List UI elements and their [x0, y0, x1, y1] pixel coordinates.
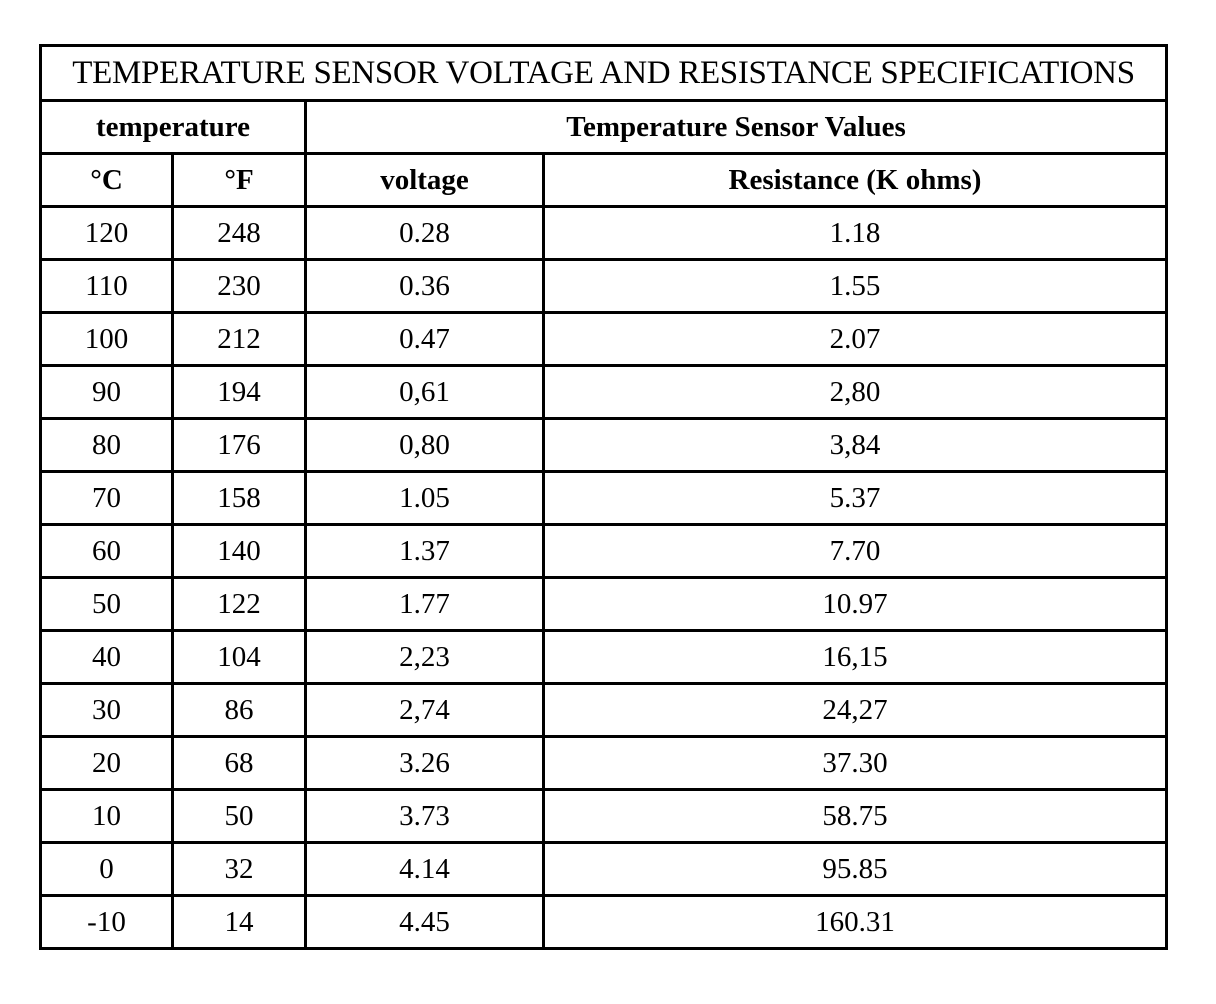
fahrenheit-cell: 104	[171, 629, 307, 685]
fahrenheit-cell: 212	[171, 311, 307, 367]
resistance-cell: 7.70	[541, 523, 1169, 579]
sensor-values-group-header: Temperature Sensor Values	[303, 99, 1169, 155]
resistance-cell: 95.85	[541, 841, 1169, 897]
group-header-row: temperature Temperature Sensor Values	[39, 99, 1169, 155]
celsius-cell: 90	[39, 364, 174, 420]
voltage-cell: 3.73	[304, 788, 545, 844]
fahrenheit-cell: 14	[171, 894, 307, 950]
celsius-cell: 30	[39, 682, 174, 738]
fahrenheit-cell: 86	[171, 682, 307, 738]
resistance-cell: 5.37	[541, 470, 1169, 526]
table-row: 90 194 0,61 2,80	[39, 364, 1169, 420]
celsius-cell: 20	[39, 735, 174, 791]
fahrenheit-cell: 248	[171, 205, 307, 261]
voltage-cell: 0,61	[304, 364, 545, 420]
resistance-cell: 1.55	[541, 258, 1169, 314]
celsius-cell: 70	[39, 470, 174, 526]
resistance-cell: 58.75	[541, 788, 1169, 844]
table-row: 40 104 2,23 16,15	[39, 629, 1169, 685]
table-row: 80 176 0,80 3,84	[39, 417, 1169, 473]
fahrenheit-cell: 140	[171, 523, 307, 579]
table-row: 0 32 4.14 95.85	[39, 841, 1169, 897]
table-row: 10 50 3.73 58.75	[39, 788, 1169, 844]
resistance-cell: 3,84	[541, 417, 1169, 473]
table-row: 20 68 3.26 37.30	[39, 735, 1169, 791]
voltage-cell: 0.28	[304, 205, 545, 261]
fahrenheit-cell: 176	[171, 417, 307, 473]
celsius-cell: 110	[39, 258, 174, 314]
celsius-cell: 50	[39, 576, 174, 632]
voltage-cell: 2,74	[304, 682, 545, 738]
voltage-cell: 0.47	[304, 311, 545, 367]
fahrenheit-cell: 32	[171, 841, 307, 897]
table-body: 120 248 0.28 1.18 110 230 0.36 1.55 100 212 0.47 2.…	[39, 205, 1169, 950]
temperature-group-header: temperature	[39, 99, 307, 155]
celsius-cell: -10	[39, 894, 174, 950]
fahrenheit-cell: 158	[171, 470, 307, 526]
fahrenheit-cell: 194	[171, 364, 307, 420]
table-row: -10 14 4.45 160.31	[39, 894, 1169, 950]
column-header-row: °C °F voltage Resistance (K ohms)	[39, 152, 1169, 208]
resistance-cell: 2.07	[541, 311, 1169, 367]
table-title: TEMPERATURE SENSOR VOLTAGE AND RESISTANC…	[38, 44, 1169, 102]
celsius-cell: 60	[39, 523, 174, 579]
celsius-cell: 100	[39, 311, 174, 367]
celsius-cell: 120	[39, 205, 174, 261]
table-row: 120 248 0.28 1.18	[39, 205, 1169, 261]
resistance-cell: 1.18	[541, 205, 1169, 261]
fahrenheit-column-header: °F	[171, 152, 307, 208]
voltage-cell: 3.26	[304, 735, 545, 791]
resistance-cell: 16,15	[541, 629, 1169, 685]
resistance-cell: 10.97	[541, 576, 1169, 632]
voltage-cell: 4.14	[304, 841, 545, 897]
resistance-cell: 160.31	[541, 894, 1169, 950]
table-row: 70 158 1.05 5.37	[39, 470, 1169, 526]
table-row: 30 86 2,74 24,27	[39, 682, 1169, 738]
sensor-spec-table: TEMPERATURE SENSOR VOLTAGE AND RESISTANC…	[38, 44, 1169, 950]
voltage-cell: 4.45	[304, 894, 545, 950]
voltage-cell: 0.36	[304, 258, 545, 314]
voltage-column-header: voltage	[304, 152, 545, 208]
resistance-cell: 24,27	[541, 682, 1169, 738]
fahrenheit-cell: 68	[171, 735, 307, 791]
celsius-cell: 80	[39, 417, 174, 473]
celsius-cell: 0	[39, 841, 174, 897]
voltage-cell: 1.05	[304, 470, 545, 526]
fahrenheit-cell: 230	[171, 258, 307, 314]
celsius-column-header: °C	[39, 152, 174, 208]
fahrenheit-cell: 50	[171, 788, 307, 844]
voltage-cell: 1.37	[304, 523, 545, 579]
voltage-cell: 2,23	[304, 629, 545, 685]
resistance-column-header: Resistance (K ohms)	[541, 152, 1169, 208]
table-row: 50 122 1.77 10.97	[39, 576, 1169, 632]
voltage-cell: 1.77	[304, 576, 545, 632]
table-row: 60 140 1.37 7.70	[39, 523, 1169, 579]
fahrenheit-cell: 122	[171, 576, 307, 632]
table-row: 110 230 0.36 1.55	[39, 258, 1169, 314]
celsius-cell: 40	[39, 629, 174, 685]
resistance-cell: 37.30	[541, 735, 1169, 791]
table-row: 100 212 0.47 2.07	[39, 311, 1169, 367]
resistance-cell: 2,80	[541, 364, 1169, 420]
celsius-cell: 10	[39, 788, 174, 844]
title-row: TEMPERATURE SENSOR VOLTAGE AND RESISTANC…	[38, 44, 1169, 102]
voltage-cell: 0,80	[304, 417, 545, 473]
